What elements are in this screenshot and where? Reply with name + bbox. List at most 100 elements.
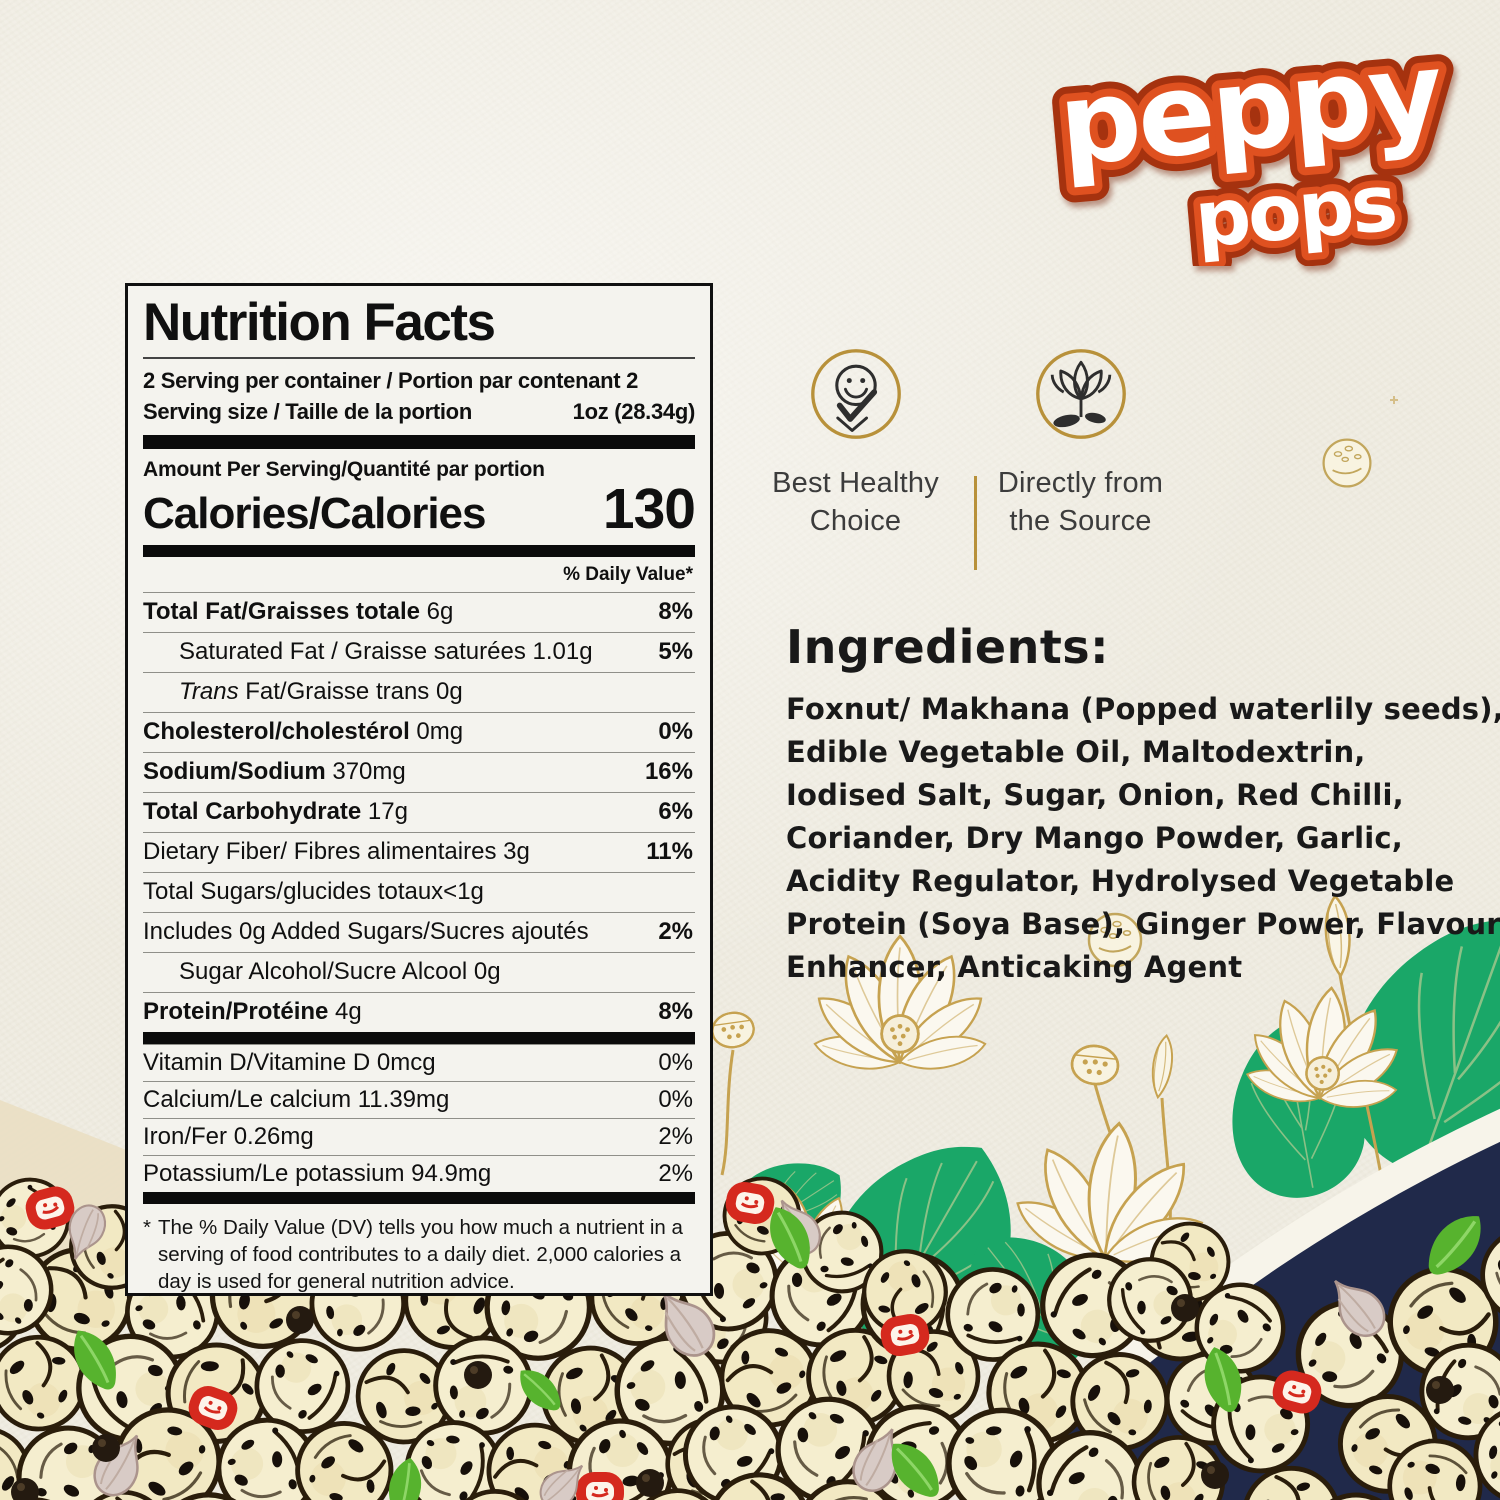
- peppercorn-icon: [92, 1434, 120, 1462]
- thick-divider: [143, 434, 695, 449]
- nutrient-row: Total Fat/Graisses totale 6g 8%: [143, 593, 695, 633]
- nutrient-row: Calcium/Le calcium 11.39mg 0%: [143, 1082, 695, 1119]
- makhana-seed: [0, 1323, 99, 1444]
- serving-size-value: 1oz (28.34g): [572, 398, 696, 424]
- makhana-seed: [554, 1405, 687, 1500]
- makhana-seed: [1327, 1383, 1449, 1500]
- green-leaf-icon: [878, 1431, 952, 1500]
- daily-value-header: % Daily Value*: [563, 563, 693, 585]
- ingredients-section: Ingredients: Foxnut/ Makhana (Popped wat…: [786, 620, 1500, 989]
- ingredients-line: Enhancer, Anticaking Agent: [786, 950, 1243, 984]
- makhana-seed: [1138, 1210, 1243, 1315]
- brand-logo-text: peppy peppy pops pops: [1039, 26, 1462, 266]
- makhana-seed: [667, 1389, 799, 1500]
- makhana-seed: [698, 1463, 820, 1500]
- peppercorn-icon: [11, 1478, 39, 1500]
- daily-value-footnote: * The % Daily Value (DV) tells you how m…: [143, 1214, 695, 1295]
- makhana-seed: [970, 1325, 1106, 1461]
- chili-ring-icon: [729, 1185, 772, 1221]
- makhana-seed: [1204, 1368, 1317, 1481]
- makhana-seed: [1378, 1257, 1500, 1388]
- nutrient-row: Sodium/Sodium 370mg 16%: [143, 753, 695, 793]
- nutrient-row: Potassium/Le potassium 94.9mg 2%: [143, 1159, 693, 1187]
- makhana-seed: [1018, 1412, 1162, 1500]
- servings-per-container: 2 Serving per container / Portion par co…: [143, 368, 639, 394]
- peppercorn-icon: [1426, 1376, 1454, 1404]
- garlic-clove-icon: [844, 1419, 912, 1499]
- thick-divider: [143, 1031, 695, 1044]
- makhana-seed: [752, 1227, 890, 1365]
- peppercorn-icon: [636, 1469, 664, 1497]
- peppercorn-icon: [1171, 1294, 1199, 1322]
- badge-directly-from-source: Directly from the Source: [973, 346, 1188, 540]
- makhana-seed: [207, 1409, 327, 1500]
- nutrient-row: Sugar Alcohol/Sucre Alcool 0g: [143, 953, 695, 993]
- footnote-text: The % Daily Value (DV) tells you how muc…: [158, 1215, 683, 1293]
- green-leaf-icon: [509, 1359, 570, 1420]
- makhana-seed: [524, 1329, 658, 1463]
- nutrient-row: Iron/Fer 0.26mg 2%: [143, 1119, 695, 1156]
- makhana-seed: [779, 1463, 917, 1500]
- makhana-seed: [238, 1322, 367, 1451]
- makhana-seed: [613, 1472, 742, 1500]
- makhana-seed: [1377, 1428, 1493, 1500]
- makhana-seed: [876, 1319, 991, 1434]
- calories-row: Calories/Calories 130: [143, 480, 696, 539]
- makhana-seed: [339, 1332, 468, 1461]
- makhana-seed: [1492, 1294, 1500, 1417]
- badge-label: Best Healthy Choice: [772, 467, 939, 537]
- chili-ring-icon: [581, 1477, 619, 1500]
- badge-best-healthy-choice: Best Healthy Choice: [748, 346, 963, 540]
- makhana-seed: [1277, 1282, 1422, 1427]
- nutrient-row: Dietary Fiber/ Fibres alimentaires 3g 11%: [143, 833, 695, 873]
- ingredients-line: Edible Vegetable Oil, Maltodextrin,: [786, 735, 1366, 769]
- green-leaf-icon: [1195, 1341, 1250, 1418]
- chili-ring-icon: [1275, 1373, 1319, 1412]
- garlic-clove-icon: [85, 1424, 156, 1500]
- chili-ring-icon: [28, 1189, 72, 1228]
- amount-per-serving-label: Amount Per Serving/Quantité par portion: [143, 457, 545, 481]
- makhana-seed: [0, 1421, 37, 1500]
- makhana-seed: [329, 1490, 463, 1500]
- nutrition-facts-title: Nutrition Facts: [143, 293, 496, 352]
- nutrient-row: Trans Fat/Graisse trans 0g: [143, 673, 695, 713]
- footnote-asterisk: *: [143, 1215, 151, 1239]
- makhana-seed: [1305, 1491, 1408, 1500]
- makhana-seed: [790, 1311, 921, 1442]
- makhana-seed: [478, 1414, 593, 1500]
- makhana-seed: [152, 1329, 281, 1458]
- chili-ring-icon: [884, 1317, 927, 1353]
- nutrient-row: Includes 0g Added Sugars/Sucres ajoutés 2…: [143, 913, 695, 953]
- ingredients-list: Foxnut/ Makhana (Popped waterlily seeds)…: [786, 688, 1500, 989]
- garlic-clove-icon: [57, 1199, 112, 1267]
- nutrient-row: Cholesterol/cholestérol 0mg 0%: [143, 713, 695, 753]
- nutrient-row: Total Carbohydrate 17g 6%: [143, 793, 695, 833]
- makhana-seed: [234, 1488, 364, 1500]
- makhana-seed: [713, 1167, 811, 1265]
- green-leaf-icon: [758, 1198, 822, 1277]
- peppercorn-icon: [464, 1361, 492, 1389]
- product-badges: Best Healthy Choice Directly from the So…: [748, 346, 1218, 570]
- divider: [143, 357, 695, 360]
- garlic-clove-icon: [764, 1190, 829, 1263]
- ingredients-line: Coriander, Dry Mango Powder, Garlic,: [786, 821, 1403, 855]
- makhana-seed: [1459, 1392, 1500, 1500]
- peppercorn-icon: [1201, 1461, 1229, 1489]
- ingredients-line: Foxnut/ Makhana (Popped waterlily seeds)…: [786, 692, 1500, 726]
- makhana-seed: [66, 1481, 180, 1500]
- makhana-seed: [1179, 1267, 1301, 1389]
- makhana-seed: [855, 1246, 972, 1363]
- peppercorn-icon: [286, 1306, 314, 1334]
- makhana-seed: [393, 1409, 514, 1500]
- makhana-seed: [1100, 1250, 1200, 1350]
- makhana-seed: [856, 1395, 980, 1500]
- ingredients-line: Iodised Salt, Sugar, Onion, Red Chilli,: [786, 778, 1404, 812]
- svg-text:pops: pops: [1191, 159, 1398, 266]
- lotus-sprout-icon: [1035, 349, 1126, 439]
- makhana-seed: [1492, 1467, 1500, 1500]
- thick-divider: [143, 544, 695, 557]
- nutrition-facts-panel: Nutrition Facts 2 Serving per container …: [125, 283, 713, 1296]
- ingredients-line: Acidity Regulator, Hydrolysed Vegetable: [786, 864, 1455, 898]
- makhana-seed: [109, 1403, 226, 1500]
- makhana-seed: [0, 1240, 43, 1369]
